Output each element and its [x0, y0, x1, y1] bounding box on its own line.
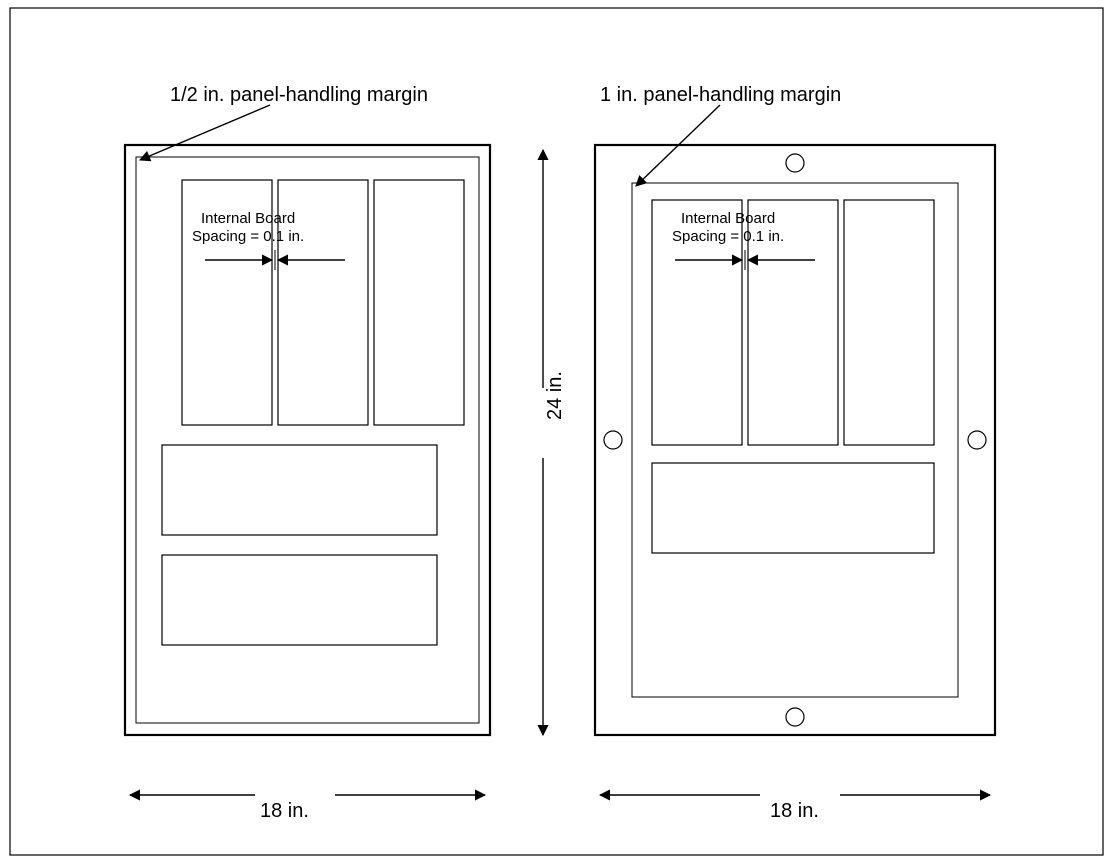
- label-left-width: 18 in.: [260, 800, 309, 823]
- tooling-hole-1: [604, 431, 622, 449]
- right-panel-outer: [595, 145, 995, 735]
- label-spacing-left: Internal Board Spacing = 0.1 in.: [192, 210, 304, 246]
- callout-arrow-left: [140, 105, 270, 160]
- label-left-margin: 1/2 in. panel-handling margin: [170, 84, 428, 107]
- label-spacing-right: Internal Board Spacing = 0.1 in.: [672, 210, 784, 246]
- left-board-3: [162, 445, 437, 535]
- tooling-hole-2: [968, 431, 986, 449]
- left-board-4: [162, 555, 437, 645]
- left-board-2: [374, 180, 464, 425]
- label-right-width: 18 in.: [770, 800, 819, 823]
- tooling-hole-3: [786, 708, 804, 726]
- spacing-left-line2: Spacing = 0.1 in.: [192, 228, 304, 245]
- spacing-left-line1: Internal Board: [201, 210, 295, 227]
- diagram-canvas: 1/2 in. panel-handling margin 1 in. pane…: [0, 0, 1113, 863]
- left-panel-outer: [125, 145, 490, 735]
- right-board-2: [844, 200, 934, 445]
- diagram-svg: [0, 0, 1113, 863]
- left-panel-inner: [136, 157, 479, 723]
- label-height: 24 in.: [544, 371, 567, 420]
- spacing-right-line2: Spacing = 0.1 in.: [672, 228, 784, 245]
- tooling-hole-0: [786, 154, 804, 172]
- outer-frame: [10, 8, 1103, 855]
- right-board-3: [652, 463, 934, 553]
- label-right-margin: 1 in. panel-handling margin: [600, 84, 841, 107]
- spacing-right-line1: Internal Board: [681, 210, 775, 227]
